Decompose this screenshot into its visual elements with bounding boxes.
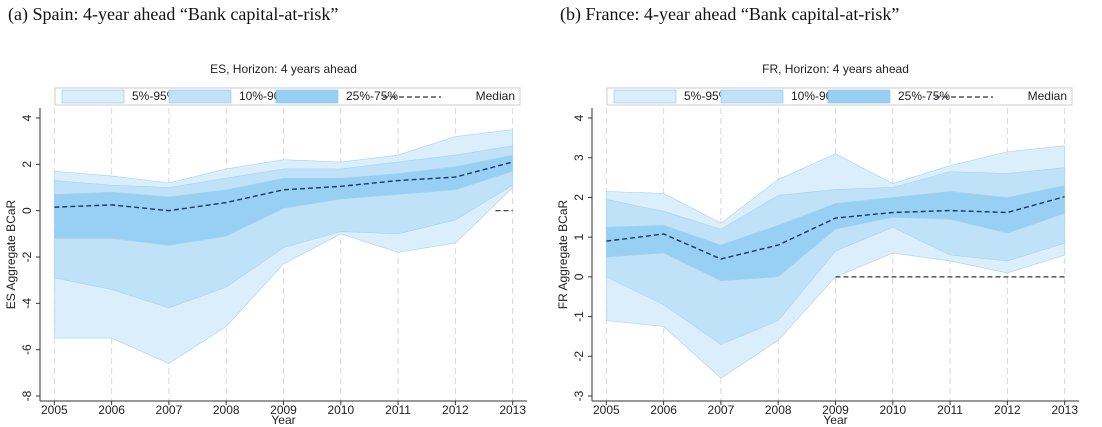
legend-swatch	[61, 89, 125, 104]
x-tick-label: 2011	[937, 403, 963, 417]
y-tick-label: -2	[20, 251, 34, 262]
legend-swatch	[168, 89, 232, 104]
y-tick-label: 2	[572, 194, 586, 201]
x-axis-label: Year	[271, 413, 295, 427]
legend-label: 5%-95%	[132, 89, 178, 103]
y-tick-label: 2	[20, 161, 34, 168]
x-axis-label: Year	[823, 413, 847, 427]
x-tick-label: 2012	[994, 403, 1021, 417]
x-tick-label: 2010	[879, 403, 906, 417]
y-tick-label: 1	[572, 233, 586, 240]
legend-label: 25%-75%	[898, 89, 950, 103]
x-tick-label: 2006	[650, 403, 677, 417]
x-tick-label: 2009	[270, 403, 297, 417]
x-tick-label: 2012	[442, 403, 469, 417]
y-axis-label: FR Aggregate BCaR	[556, 199, 570, 309]
y-tick-label: 0	[20, 207, 34, 214]
chart-title: FR, Horizon: 4 years ahead	[762, 62, 909, 76]
y-axis-label: ES Aggregate BCaR	[4, 199, 18, 309]
y-tick-label: -3	[572, 390, 586, 401]
panel-caption: (b) France: 4-year ahead “Bank capital-a…	[560, 4, 899, 25]
x-tick-label: 2013	[1051, 403, 1078, 417]
y-tick-label: -6	[20, 344, 34, 355]
y-tick-label: 4	[20, 114, 34, 121]
legend-swatch	[827, 89, 891, 104]
y-tick-label: -2	[572, 351, 586, 362]
band-area	[606, 185, 1065, 282]
x-tick-label: 2008	[765, 403, 792, 417]
y-tick-label: 0	[572, 273, 586, 280]
band-area	[54, 154, 513, 246]
y-tick-label: 3	[572, 154, 586, 161]
y-tick-label: -8	[20, 390, 34, 401]
legend-swatch	[613, 89, 677, 104]
legend-swatch	[275, 89, 339, 104]
legend-label: Median	[1028, 89, 1067, 103]
y-tick-label: -4	[20, 298, 34, 309]
x-tick-label: 2005	[41, 403, 68, 417]
legend-label: 25%-75%	[346, 89, 398, 103]
median-line	[606, 195, 1065, 260]
chart-title: ES, Horizon: 4 years ahead	[210, 62, 357, 76]
x-tick-label: 2007	[708, 403, 735, 417]
x-tick-label: 2009	[822, 403, 849, 417]
panel-caption: (a) Spain: 4-year ahead “Bank capital-at…	[8, 4, 338, 25]
x-tick-label: 2007	[156, 403, 183, 417]
y-tick-label: 4	[572, 114, 586, 121]
x-tick-label: 2006	[98, 403, 125, 417]
legend-label: 5%-95%	[684, 89, 730, 103]
x-tick-label: 2008	[213, 403, 240, 417]
x-tick-label: 2013	[499, 403, 526, 417]
legend-label: Median	[476, 89, 515, 103]
median-line	[54, 161, 513, 212]
legend-swatch	[720, 89, 784, 104]
x-tick-label: 2011	[385, 403, 411, 417]
x-tick-label: 2005	[593, 403, 620, 417]
y-tick-label: -1	[572, 311, 586, 322]
x-tick-label: 2010	[327, 403, 354, 417]
